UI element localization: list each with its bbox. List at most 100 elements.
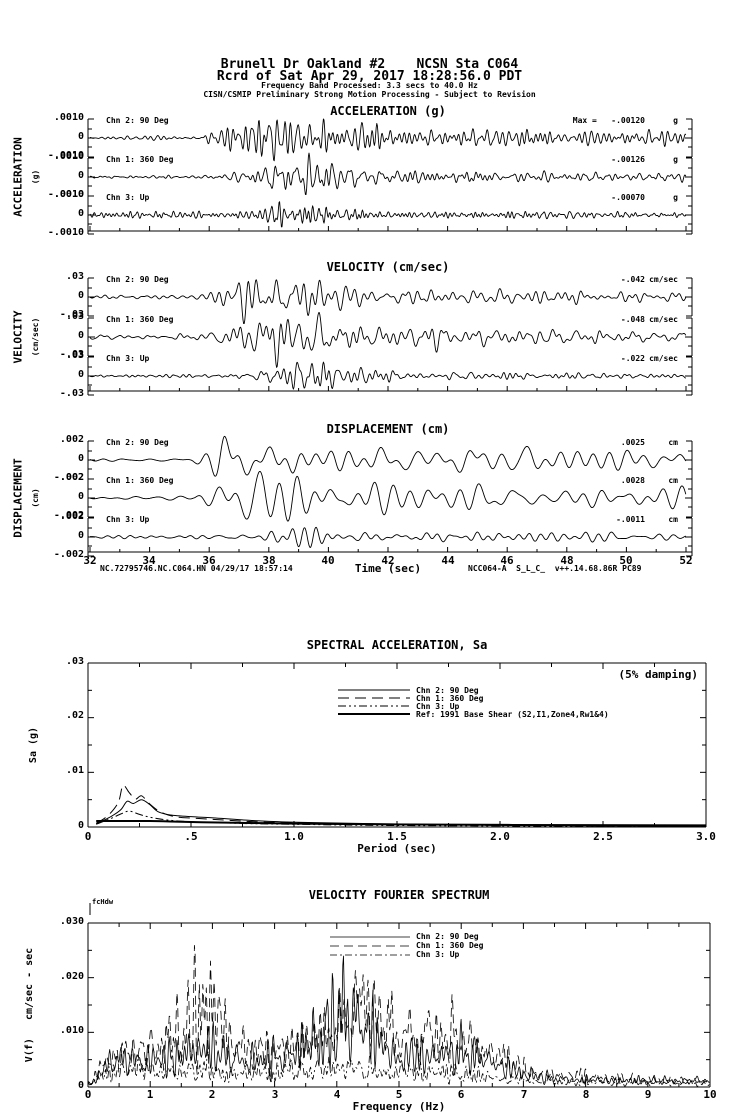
fourier-legend-label: Chn 2: 90 Deg bbox=[416, 932, 479, 941]
ytick-label: -.002 bbox=[53, 472, 84, 483]
axes-layer bbox=[87, 118, 711, 1088]
side-unit-displacement: (cm) bbox=[31, 488, 40, 508]
max-unit: g bbox=[673, 193, 678, 202]
sa-xtick: 1.0 bbox=[284, 830, 304, 843]
ytick-label: 0 bbox=[77, 290, 84, 301]
record-id-footer: NC.72795746.NC.C064.HN 04/29/17 18:57:14 bbox=[100, 564, 293, 573]
time-tick: 52 bbox=[679, 554, 693, 567]
max-value: -.048 bbox=[620, 315, 645, 324]
max-unit: cm/sec bbox=[649, 275, 678, 284]
max-value: -.022 bbox=[620, 354, 645, 363]
fourier-corner-text: fcHdw bbox=[92, 898, 114, 906]
channel-label: Chn 2: 90 Deg bbox=[106, 116, 169, 125]
record-title: Brunell Dr Oakland #2 NCSN Sta C064 bbox=[220, 57, 519, 72]
ytick-label: .0010 bbox=[53, 151, 84, 162]
sa-title: SPECTRAL ACCELERATION, Sa bbox=[306, 638, 488, 652]
fourier-xtick: 3 bbox=[271, 1088, 279, 1101]
channel-label: Chn 1: 360 Deg bbox=[106, 476, 174, 485]
max-unit: g bbox=[673, 155, 678, 164]
sa-xtick: 3.0 bbox=[696, 830, 716, 843]
max-unit: cm/sec bbox=[649, 315, 678, 324]
group-title-acceleration: ACCELERATION (g) bbox=[330, 104, 446, 118]
side-unit-acceleration: (g) bbox=[31, 169, 40, 185]
ytick-label: -.0010 bbox=[47, 189, 84, 200]
sa-ytick: .01 bbox=[65, 765, 84, 776]
sa-legend-label: Ref: 1991 Base Shear (S2,I1,Zone4,Rw1&4) bbox=[416, 710, 609, 719]
max-unit: g bbox=[673, 116, 678, 125]
channel-label: Chn 2: 90 Deg bbox=[106, 438, 169, 447]
channel-label: Chn 1: 360 Deg bbox=[106, 155, 174, 164]
max-unit: cm bbox=[668, 515, 678, 524]
max-value: -.00126 bbox=[611, 155, 645, 164]
sa-damping-note: (5% damping) bbox=[618, 668, 698, 681]
ytick-label: 0 bbox=[77, 208, 84, 219]
side-label-displacement: DISPLACEMENT bbox=[11, 458, 25, 538]
fourier-xtick: 0 bbox=[84, 1088, 92, 1101]
ytick-label: 0 bbox=[77, 330, 84, 341]
ytick-label: -.03 bbox=[59, 349, 84, 360]
fourier-xtick: 2 bbox=[208, 1088, 216, 1101]
ytick-label: 0 bbox=[77, 453, 84, 464]
record-datetime: Rcrd of Sat Apr 29, 2017 18:28:56.0 PDT bbox=[216, 69, 523, 84]
time-tick: 50 bbox=[619, 554, 633, 567]
fourier-xlabel: Frequency (Hz) bbox=[352, 1100, 446, 1113]
sa-xtick: .5 bbox=[184, 830, 198, 843]
group-title-displacement: DISPLACEMENT (cm) bbox=[326, 422, 450, 436]
sa-xtick: 2.5 bbox=[593, 830, 613, 843]
fourier-legend-label: Chn 1: 360 Deg bbox=[416, 941, 484, 950]
max-unit: cm bbox=[668, 476, 678, 485]
fourier-xtick: 1 bbox=[146, 1088, 154, 1101]
side-unit-velocity: (cm/sec) bbox=[31, 317, 40, 357]
ytick-label: -.002 bbox=[53, 510, 84, 521]
max-value: Max = -.00120 bbox=[572, 116, 645, 125]
sa-ytick: .02 bbox=[65, 710, 84, 721]
time-tick: 46 bbox=[500, 554, 514, 567]
ytick-label: 0 bbox=[77, 491, 84, 502]
side-label-velocity: VELOCITY bbox=[11, 310, 25, 364]
ytick-label: .002 bbox=[59, 434, 84, 445]
fourier-ytick: .030 bbox=[59, 916, 84, 927]
max-value: .0025 bbox=[620, 438, 645, 447]
fourier-xtick: 5 bbox=[395, 1088, 403, 1101]
sa-legend-label: Chn 2: 90 Deg bbox=[416, 686, 479, 695]
fourier-xtick: 9 bbox=[644, 1088, 652, 1101]
ytick-label: .0010 bbox=[53, 189, 84, 200]
traces-layer bbox=[87, 118, 710, 1087]
fourier-ytick: .010 bbox=[59, 1025, 84, 1036]
sa-legend-label: Chn 3: Up bbox=[416, 702, 460, 711]
sa-xlabel: Period (sec) bbox=[357, 842, 437, 855]
time-tick: 40 bbox=[321, 554, 335, 567]
ytick-label: -.002 bbox=[53, 549, 84, 560]
channel-label: Chn 3: Up bbox=[106, 515, 150, 524]
sa-xtick: 1.5 bbox=[387, 830, 407, 843]
frequency-band-note: Frequency Band Processed: 3.3 secs to 40… bbox=[261, 81, 478, 90]
sa-ylabel: Sa (g) bbox=[28, 726, 39, 764]
max-value: -.0011 bbox=[616, 515, 645, 524]
fourier-title: VELOCITY FOURIER SPECTRUM bbox=[308, 888, 490, 902]
max-value: .0028 bbox=[620, 476, 645, 485]
time-tick: 44 bbox=[441, 554, 455, 567]
processing-note: CISN/CSMIP Preliminary Strong Motion Pro… bbox=[203, 90, 536, 99]
fourier-ylabel: V(f) cm/sec - sec bbox=[24, 947, 35, 1063]
ytick-label: .0010 bbox=[53, 112, 84, 123]
ytick-label: -.0010 bbox=[47, 150, 84, 161]
channel-label: Chn 2: 90 Deg bbox=[106, 275, 169, 284]
max-unit: cm bbox=[668, 438, 678, 447]
max-value: -.042 bbox=[620, 275, 645, 284]
ytick-label: 0 bbox=[77, 530, 84, 541]
ytick-label: .03 bbox=[65, 271, 84, 282]
fourier-xtick: 6 bbox=[457, 1088, 465, 1101]
time-tick: 34 bbox=[142, 554, 156, 567]
fourier-xtick: 10 bbox=[703, 1088, 717, 1101]
max-unit: cm/sec bbox=[649, 354, 678, 363]
time-tick: 32 bbox=[83, 554, 97, 567]
ytick-label: .002 bbox=[59, 472, 84, 483]
ytick-label: .002 bbox=[59, 511, 84, 522]
side-label-acceleration: ACCELERATION bbox=[11, 137, 25, 217]
fourier-ytick: 0 bbox=[77, 1080, 84, 1091]
time-tick: 42 bbox=[381, 554, 395, 567]
time-tick: 36 bbox=[202, 554, 216, 567]
fourier-ytick: .020 bbox=[59, 971, 84, 982]
sa-xtick: 2.0 bbox=[490, 830, 510, 843]
